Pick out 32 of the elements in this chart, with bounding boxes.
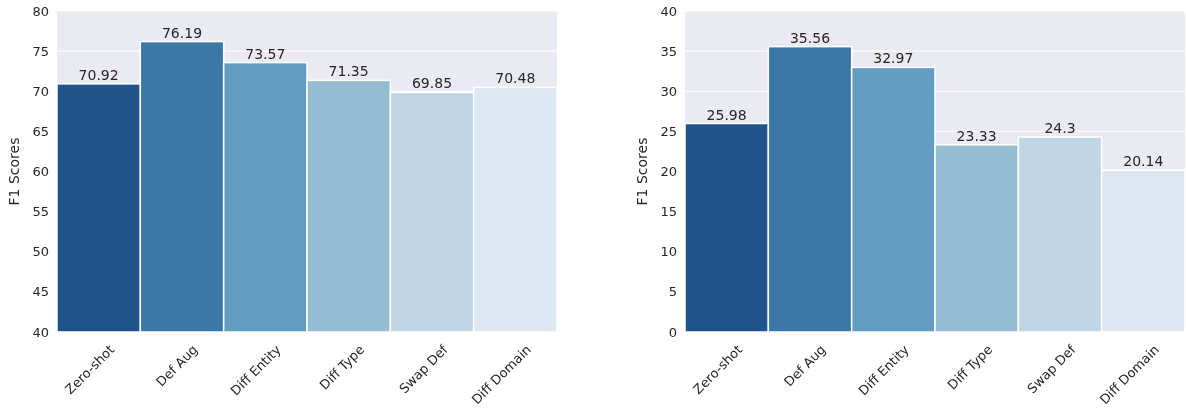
y-tick-label: 40: [660, 3, 677, 19]
y-tick-label: 5: [668, 284, 677, 300]
data-label: 35.56: [789, 29, 831, 46]
data-label: 76.19: [161, 24, 203, 41]
y-tick-label: 60: [32, 164, 49, 180]
data-label: 69.85: [411, 75, 453, 92]
data-label: 73.57: [245, 45, 286, 62]
data-label: 70.48: [495, 70, 536, 87]
data-label: 70.92: [78, 66, 119, 83]
y-tick-label: 45: [32, 284, 49, 300]
y-tick-label: 65: [32, 123, 49, 139]
y-tick-label: 50: [32, 244, 49, 260]
data-label: 20.14: [1123, 153, 1164, 170]
y-tick-label: 20: [660, 164, 677, 180]
y-axis-title: F1 Scores: [634, 137, 650, 206]
y-tick-label: 25: [660, 123, 677, 139]
y-tick-label: 30: [660, 83, 677, 99]
y-tick-label: 55: [32, 204, 49, 220]
y-tick-label: 80: [32, 3, 49, 19]
y-tick-label: 15: [660, 204, 677, 220]
data-label: 32.97: [873, 50, 914, 67]
y-tick-label: 75: [32, 43, 49, 59]
data-label: 71.35: [328, 63, 369, 80]
y-tick-label: 40: [32, 324, 49, 340]
y-axis-title: F1 Scores: [6, 137, 22, 206]
data-label: 25.98: [706, 106, 747, 123]
y-tick-label: 0: [668, 324, 677, 340]
y-tick-label: 10: [660, 244, 677, 260]
data-label: 23.33: [956, 127, 997, 144]
y-tick-label: 35: [660, 43, 677, 59]
y-tick-label: 70: [32, 83, 49, 99]
data-label: 24.3: [1044, 119, 1076, 136]
